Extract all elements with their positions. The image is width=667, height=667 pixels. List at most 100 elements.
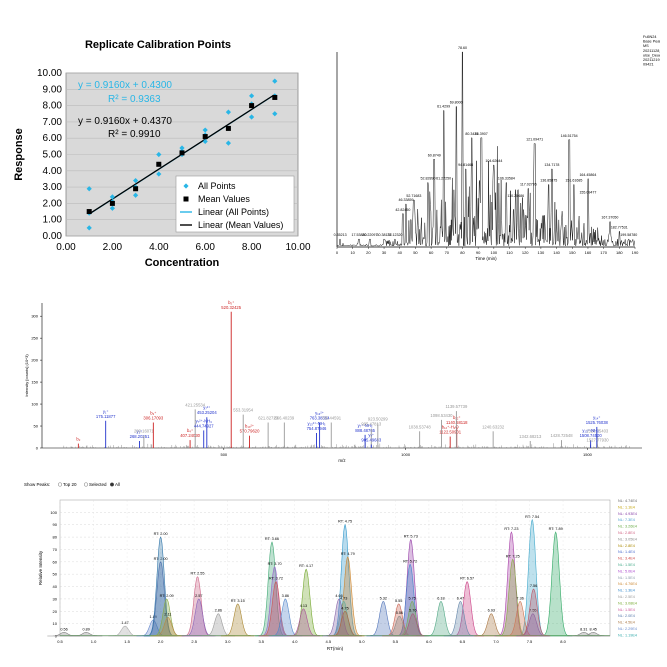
legend-label: NL: 2.8E4: [618, 531, 635, 535]
peak-rt-label: 3.86: [282, 594, 289, 598]
peak-label: 621.82720: [258, 416, 278, 421]
y-tick-label: 150: [31, 380, 38, 385]
peak-label: b₄⁺: [187, 428, 193, 433]
peak-label: 306.17093: [143, 416, 163, 421]
all-points-marker: [225, 140, 231, 146]
xic-peak: [443, 601, 478, 637]
legend-label: NL: 2.29E4: [618, 627, 637, 631]
x-tick-label: 6.0: [426, 639, 432, 644]
peak-label: 61.27250: [436, 177, 451, 181]
msms-spectrum-svg: 0 50 100 150 200 250 300 500 1000 1500 m/z Intensit…: [24, 300, 642, 463]
y-tick-label: 100: [50, 510, 57, 515]
x-tick-label: 3.0: [225, 639, 231, 644]
regression-annotation: R² = 0.9910: [108, 129, 161, 140]
peak-label: 1525.76038: [586, 420, 609, 425]
peak-label: 1508.74500: [580, 433, 603, 438]
mean-value-marker: [249, 103, 255, 109]
peak-rt-label: 8.31: [580, 627, 587, 631]
x-tick-label: 140: [553, 250, 560, 255]
y-tick-label: 10: [53, 621, 58, 626]
peak-label: y₁₄⁺: [593, 415, 600, 420]
y-tick-label: 70: [53, 547, 58, 552]
chart-title: Replicate Calibration Points: [85, 39, 231, 51]
all-points-marker: [133, 177, 139, 184]
all-points-marker: [249, 114, 255, 120]
peak-filter-option: Selected: [89, 482, 107, 487]
y-tick-label: 100: [31, 402, 38, 407]
peak-label: 20.22097: [362, 233, 377, 237]
peak-rt-label: 7.36: [516, 596, 523, 600]
peak-rt-label: RT: 2.00: [154, 532, 168, 536]
peak-label: 1527.77930: [586, 437, 609, 442]
peak-label: 110.25486: [507, 194, 524, 198]
legend-label: NL: 3.26E4: [618, 525, 637, 529]
peak-filter-radio[interactable]: [58, 482, 63, 487]
peak-label: 52.71683: [406, 194, 421, 198]
peak-label: b₁₀²⁺: [245, 424, 254, 429]
y-axis-label: Relative Intensity: [38, 550, 43, 585]
peak-rt-label: RT: 7.25: [506, 554, 520, 558]
peak-rt-label: 1.89: [150, 615, 157, 619]
peak-label: 453.25204: [197, 410, 217, 415]
peak-label: y₇²⁺: [203, 405, 210, 410]
peak-label: y₂⁺: [137, 429, 143, 434]
y-tick-label: 7.00: [43, 117, 63, 128]
y-tick-label: 300: [31, 314, 38, 319]
peak-rt-label: RT: 3.66: [265, 537, 279, 541]
xic-peak: [382, 615, 417, 637]
y-tick-label: 8.00: [43, 101, 63, 112]
peak-label: 80.3421: [465, 132, 478, 136]
x-tick-label: 2.5: [191, 639, 197, 644]
y-tick-label: 50: [53, 572, 58, 577]
peak-rt-label: RT: 2.00: [154, 557, 168, 561]
peak-label: 0.35213: [334, 233, 347, 237]
msms-spectrum: 0 50 100 150 200 250 300 500 1000 1500 m/z Intensit…: [20, 295, 650, 465]
peak-label: 754.87946: [307, 426, 327, 431]
peak-filter-radio[interactable]: [83, 482, 88, 487]
legend-label: NL: 1.4E4: [618, 550, 635, 554]
mean-value-marker: [202, 134, 208, 140]
peak-label: 52.82890: [420, 177, 435, 181]
legend-label: NL: 1.3E4: [618, 589, 635, 593]
peak-rt-label: 5.76: [409, 609, 416, 613]
calibration-chart: Replicate Calibration Points 0.00 1.00 2.00…: [8, 28, 318, 283]
peak-label: 175.11877: [96, 414, 116, 419]
peak-label: 86.3907: [475, 132, 488, 136]
x-tick-label: 50: [413, 250, 418, 255]
xic-chromatogram-svg: Show Peaks: Top 20 Selected All010203040506…: [24, 482, 637, 651]
peak-label: 182.77531: [611, 225, 628, 229]
peak-rt-label: RT: 3.15: [231, 599, 245, 603]
x-tick-label: 30: [382, 250, 387, 255]
all-points-marker: [272, 78, 278, 84]
peak-label: 167.37050: [601, 216, 618, 220]
peak-rt-label: RT: 2.55: [190, 572, 204, 576]
peak-label: 60.8749: [428, 153, 441, 157]
peak-label: 421.25534: [185, 402, 205, 407]
all-points-marker: [156, 171, 162, 177]
peak-rt-label: RT: 4.17: [299, 564, 313, 568]
legend-label: Linear (All Points): [198, 207, 269, 217]
x-tick-label: 180: [616, 250, 623, 255]
legend-label: NL: 2.5E4: [618, 595, 635, 599]
legend-label: Mean Values: [198, 194, 250, 204]
all-points-marker: [225, 109, 231, 115]
peak-rt-label: 5.56: [396, 611, 403, 615]
x-tick-label: 5.0: [359, 639, 365, 644]
peak-rt-label: 4.75: [341, 606, 348, 610]
peak-filter-radio[interactable]: [109, 482, 114, 487]
peak-label: 1140.58118: [446, 420, 468, 425]
x-tick-label: 160: [585, 250, 592, 255]
peak-rt-label: RT: 6.57: [460, 577, 474, 581]
header-line: Fu5N24: [643, 35, 657, 39]
peak-label: y₁₃⁺-NH₃: [582, 428, 599, 433]
peak-label: 268.20251: [130, 434, 150, 439]
peak-label: 17.53880: [351, 233, 366, 237]
peak-label: y₇²⁺-NH₃: [196, 418, 213, 423]
peak-label: 888.48765: [355, 428, 375, 433]
peak-label: 1038.53748: [409, 424, 432, 429]
y-tick-label: 1.00: [43, 215, 63, 226]
peak-rt-label: 4.73: [340, 596, 347, 600]
y-axis-label: Intensity [counts] (10^3): [24, 354, 29, 397]
xic-peak: [108, 625, 142, 637]
y-tick-label: 50: [34, 424, 39, 429]
